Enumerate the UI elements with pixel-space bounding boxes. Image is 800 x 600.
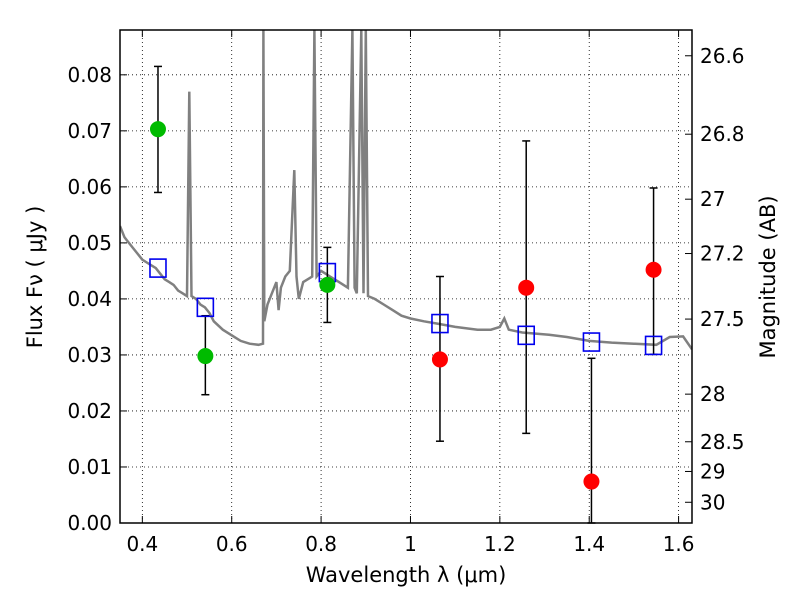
y-tick-label: 0.08	[67, 63, 112, 87]
y-tick-label: 0.01	[67, 455, 112, 479]
grid	[120, 30, 692, 524]
y2-tick-label: 28	[700, 382, 725, 406]
y-tick-label: 0.05	[67, 231, 112, 255]
model-square-marker	[196, 297, 215, 318]
y2-axis-label: Magnitude (AB)	[756, 195, 780, 358]
error-bars	[153, 65, 658, 524]
green-data-point	[149, 121, 166, 138]
y2-tick-label: 27.2	[700, 242, 745, 266]
model-spectrum	[120, 30, 692, 351]
y2-tick-label: 26.6	[700, 44, 745, 68]
x-axis-label: Wavelength λ (μm)	[306, 563, 507, 587]
model-square-marker	[149, 258, 167, 278]
axis-ticks: 0.4 0.6 0.8 1 1.2 1.4 1.6 0.00 0.01 0.02 0.03 0.04 0…	[67, 30, 745, 556]
plot-frame	[119, 29, 693, 524]
y2-tick-label: 27.5	[700, 307, 745, 331]
model-square-marker	[644, 335, 663, 356]
y-tick-label: 0.02	[67, 399, 112, 423]
red-data-point	[518, 279, 535, 296]
green-data-point	[197, 348, 214, 365]
y2-tick-label: 28.5	[700, 430, 745, 454]
y2-tick-label: 27	[700, 187, 725, 211]
y-tick-label: 0.06	[67, 175, 112, 199]
model-square-marker	[517, 325, 536, 346]
y2-tick-label: 29	[700, 459, 725, 483]
model-square-marker	[431, 313, 449, 334]
red-data-point	[583, 473, 600, 490]
x-tick-label: 0.4	[126, 532, 158, 556]
x-tick-label: 1	[404, 532, 417, 556]
model-square-marker	[582, 332, 601, 352]
x-tick-label: 0.8	[305, 532, 337, 556]
y-tick-label: 0.03	[67, 343, 112, 367]
y2-tick-label: 26.8	[700, 122, 745, 146]
model-spectrum-line	[120, 30, 692, 351]
y-tick-label: 0.07	[67, 119, 112, 143]
y-tick-label: 0.00	[67, 511, 112, 535]
x-tick-label: 0.6	[216, 532, 248, 556]
red-data-point	[431, 351, 448, 368]
data-markers	[149, 121, 663, 490]
x-tick-label: 1.4	[573, 532, 605, 556]
y-tick-label: 0.04	[67, 287, 112, 311]
y-axis-label: Flux Fν ( μJy )	[23, 206, 47, 349]
red-data-point	[645, 261, 662, 278]
x-tick-label: 1.2	[484, 532, 516, 556]
x-tick-label: 1.6	[663, 532, 695, 556]
y2-tick-label: 30	[700, 490, 725, 514]
green-data-point	[319, 276, 336, 293]
